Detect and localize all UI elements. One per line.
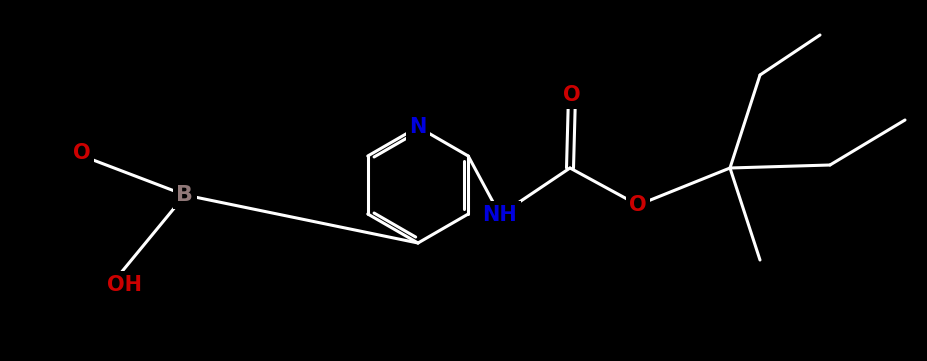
Text: N: N (409, 117, 426, 137)
Text: O: O (563, 85, 580, 105)
Text: OH: OH (108, 275, 143, 295)
Text: B: B (176, 185, 194, 205)
Text: O: O (629, 195, 646, 215)
Text: NH: NH (482, 205, 517, 225)
Text: O: O (73, 143, 91, 163)
